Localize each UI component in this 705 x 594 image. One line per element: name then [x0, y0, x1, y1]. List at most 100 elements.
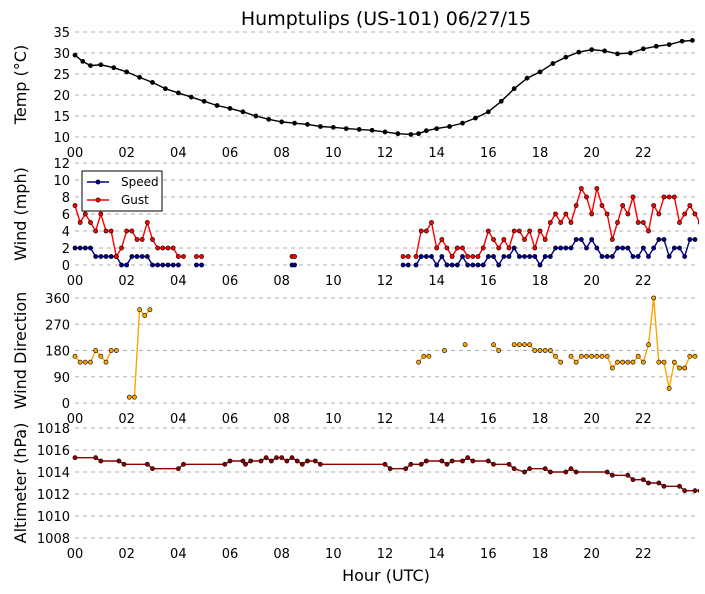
point-temp-0-42	[589, 47, 595, 53]
point-temp-0-17	[279, 119, 285, 125]
point-temp-0-7	[150, 80, 155, 85]
point-temp-0-21	[330, 124, 336, 130]
point-direction-6-7	[547, 348, 553, 353]
point-speed-4-53	[687, 237, 693, 242]
point-temp-0-41	[576, 49, 582, 55]
x-tick-label-altimeter-04: 04	[170, 547, 187, 562]
y-tick-label-direction-270: 270	[45, 318, 70, 333]
panel-temp: 10 15 20 25 30 35 Temp (°C) 00 02 04 06 08 10 12 14 16 1…	[11, 26, 695, 161]
point-speed-0-19	[170, 262, 176, 268]
point-direction-2-0	[416, 359, 421, 365]
x-tick-label-altimeter-00: 00	[67, 547, 84, 562]
x-tick-label-direction-12: 12	[377, 412, 394, 427]
point-temp-0-24	[369, 127, 375, 133]
point-speed-4-47	[656, 237, 662, 242]
point-temp-0-36	[511, 86, 517, 92]
x-tick-label-direction-16: 16	[480, 412, 497, 427]
point-gust-4-42	[630, 194, 636, 200]
point-speed-4-12	[475, 262, 481, 268]
point-temp-0-1	[80, 59, 86, 64]
point-temp-0-45	[628, 50, 633, 56]
point-altimeter-0-56	[661, 483, 667, 489]
point-direction-0-0	[72, 353, 78, 359]
point-direction-7-16	[651, 295, 657, 301]
point-direction-7-6	[599, 353, 605, 359]
point-altimeter-0-21	[294, 458, 300, 464]
point-direction-7-0	[568, 353, 574, 359]
point-speed-0-15	[150, 262, 155, 268]
x-tick-label-wind-22: 22	[635, 274, 652, 289]
point-direction-0-5	[98, 353, 104, 359]
point-temp-0-11	[201, 98, 207, 104]
point-temp-0-13	[227, 106, 233, 111]
point-altimeter-0-36	[465, 455, 471, 461]
point-gust-4-9	[460, 245, 465, 251]
point-speed-4-11	[470, 262, 476, 268]
y-axis-label-temp: Temp (°C)	[11, 45, 30, 125]
point-gust-0-19	[170, 245, 176, 251]
data-wind	[72, 186, 699, 268]
x-tick-label-wind-04: 04	[170, 274, 187, 289]
point-speed-4-27	[553, 245, 558, 251]
x-tick-label-temp-06: 06	[222, 146, 239, 161]
point-direction-6-5	[537, 348, 543, 353]
point-altimeter-0-60	[697, 488, 699, 493]
point-altimeter-0-24	[312, 458, 318, 464]
y-tick-label-direction-0: 0	[62, 397, 70, 412]
point-altimeter-0-5	[144, 461, 150, 467]
x-tick-label-temp-22: 22	[635, 146, 652, 161]
point-gust-4-10	[465, 254, 471, 259]
point-speed-4-43	[635, 254, 641, 259]
point-speed-4-51	[677, 245, 682, 251]
point-gust-4-24	[537, 228, 543, 234]
point-speed-4-24	[537, 262, 543, 268]
point-temp-0-18	[292, 120, 297, 126]
x-tick-label-temp-14: 14	[428, 146, 445, 161]
x-tick-label-direction-14: 14	[428, 412, 445, 427]
point-altimeter-0-58	[682, 488, 688, 494]
point-temp-0-47	[653, 43, 659, 49]
point-altimeter-0-2	[98, 458, 104, 464]
point-speed-4-6	[444, 262, 450, 268]
point-gust-2-1	[292, 254, 297, 259]
point-speed-4-44	[640, 245, 646, 251]
point-altimeter-0-12	[243, 461, 248, 467]
point-altimeter-0-51	[625, 472, 631, 478]
point-speed-4-21	[522, 254, 527, 259]
point-speed-0-1	[77, 245, 83, 251]
point-altimeter-0-15	[263, 455, 269, 461]
point-speed-4-50	[671, 245, 677, 251]
point-gust-0-0	[72, 203, 78, 208]
point-altimeter-0-59	[692, 488, 698, 494]
point-temp-0-16	[266, 116, 272, 122]
point-gust-4-6	[444, 245, 450, 251]
y-tick-label-temp-35: 35	[53, 26, 70, 41]
point-direction-7-14	[640, 359, 646, 365]
point-speed-0-16	[155, 262, 161, 268]
point-gust-4-49	[666, 194, 672, 200]
y-tick-label-wind-2: 2	[62, 242, 70, 257]
point-speed-0-5	[98, 254, 104, 259]
point-direction-6-6	[542, 348, 548, 353]
point-direction-7-12	[630, 359, 636, 365]
y-tick-label-temp-30: 30	[53, 47, 70, 62]
point-speed-4-3	[429, 254, 434, 259]
point-gust-0-15	[150, 237, 155, 242]
y-tick-label-wind-12: 12	[53, 157, 70, 172]
x-tick-label-altimeter-10: 10	[325, 547, 342, 562]
x-axis-label: Hour (UTC)	[342, 566, 430, 585]
point-temp-0-12	[214, 103, 220, 108]
x-tick-label-temp-10: 10	[325, 146, 342, 161]
point-direction-7-18	[661, 359, 667, 365]
y-axis-label-wind: Wind (mph)	[11, 167, 30, 261]
point-speed-3-1	[405, 262, 411, 268]
point-temp-0-46	[640, 46, 646, 52]
y-axis-label-direction: Wind Direction	[11, 292, 30, 410]
point-altimeter-0-34	[449, 458, 455, 464]
x-tick-label-wind-20: 20	[583, 274, 600, 289]
point-speed-4-13	[480, 262, 486, 268]
point-altimeter-0-57	[677, 483, 682, 489]
point-gust-4-33	[584, 194, 589, 200]
point-temp-0-8	[163, 86, 168, 92]
